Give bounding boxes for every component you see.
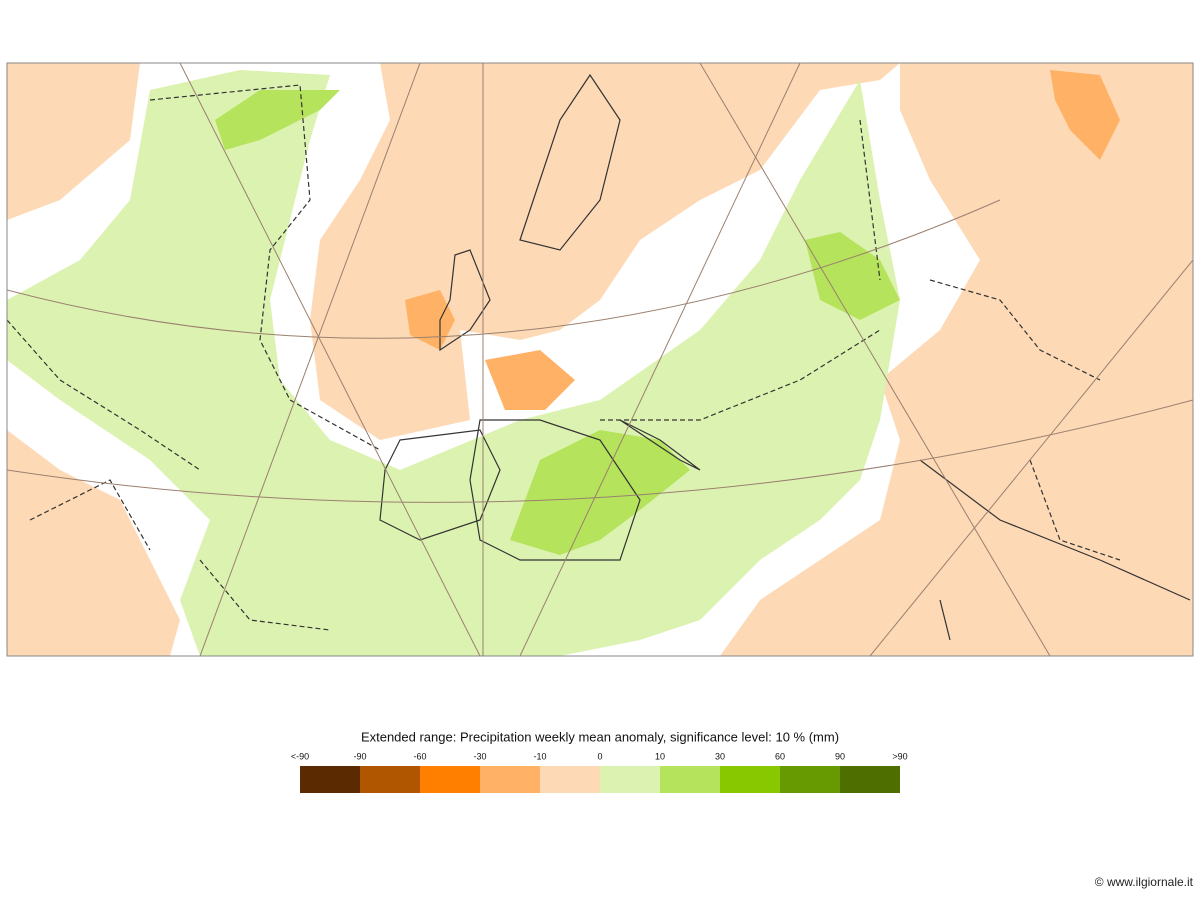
color-swatch — [300, 766, 360, 793]
dry-region-southwest — [7, 430, 180, 656]
wet-region — [7, 70, 900, 656]
dry-region-east — [720, 63, 1193, 656]
significance-contour — [7, 84, 1121, 631]
color-swatch — [660, 766, 720, 793]
color-swatch — [780, 766, 840, 793]
dry-core-northeast — [1050, 70, 1120, 160]
watermark: © www.ilgiornale.it — [1095, 875, 1194, 889]
map — [7, 63, 1193, 656]
colorbar-label: 10 — [655, 751, 665, 761]
color-swatch — [420, 766, 480, 793]
color-swatch — [600, 766, 660, 793]
colorbar-label: 30 — [715, 751, 725, 761]
colorbar-label: -30 — [473, 751, 486, 761]
colorbar-label: 90 — [835, 751, 845, 761]
dry-core-ireland — [405, 290, 455, 350]
map-frame — [6, 62, 1194, 657]
wet-core-greenland — [215, 90, 340, 150]
graticule — [7, 63, 1193, 656]
wet-core-mediterranean — [510, 430, 690, 555]
colorbar-label: 60 — [775, 751, 785, 761]
color-swatch — [720, 766, 780, 793]
color-swatch — [480, 766, 540, 793]
colorbar-label: -60 — [413, 751, 426, 761]
colorbar-label: <-90 — [291, 751, 309, 761]
colorbar-label: >90 — [892, 751, 907, 761]
color-swatch — [540, 766, 600, 793]
color-swatch — [840, 766, 900, 793]
color-swatch — [360, 766, 420, 793]
coastline — [379, 73, 1191, 641]
dry-region-north — [310, 63, 900, 440]
colorbar-label: -90 — [353, 751, 366, 761]
legend-title: Extended range: Precipitation weekly mea… — [361, 729, 839, 744]
dry-region-northwest — [7, 63, 140, 220]
colorbar-label: -10 — [533, 751, 546, 761]
colorbar-label: 0 — [597, 751, 602, 761]
dry-core-france — [485, 350, 575, 410]
wet-core-east — [805, 232, 900, 320]
colorbar: <-90 -90 -60 -30 -10 0 10 30 60 90 >90 — [291, 751, 908, 793]
